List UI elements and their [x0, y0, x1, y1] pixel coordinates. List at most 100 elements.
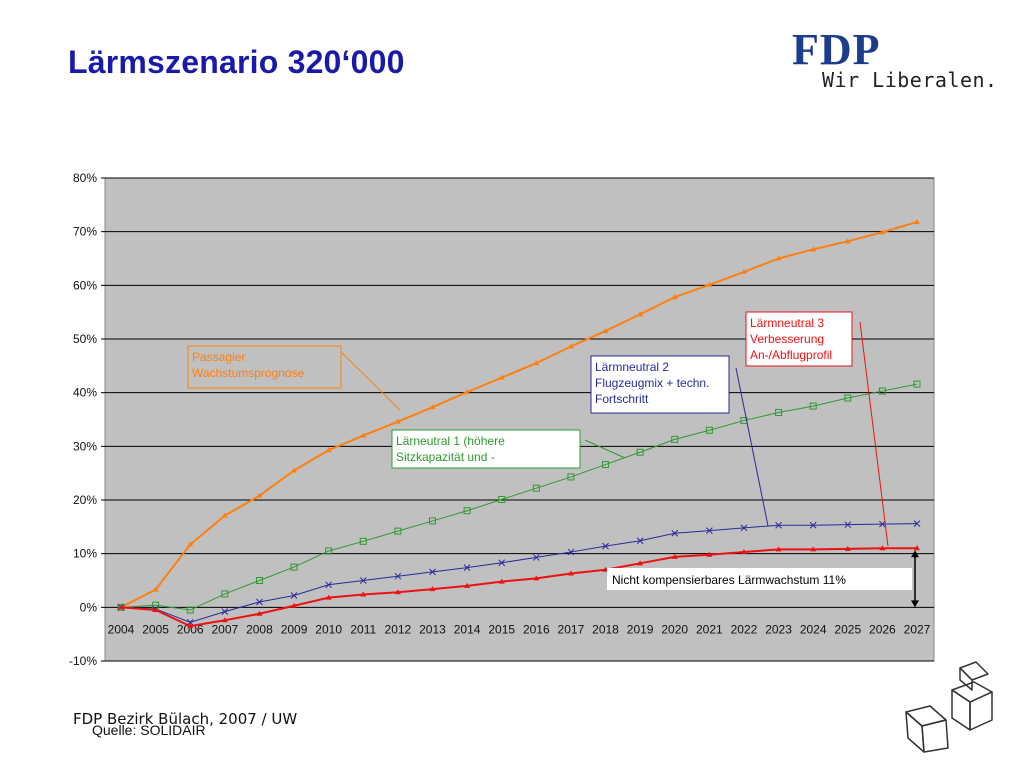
data-point-red — [464, 582, 471, 588]
x-tick-label: 2015 — [488, 622, 515, 636]
callout-leader-green — [584, 439, 626, 459]
fdp-logo: FDP Wir Liberalen. — [780, 24, 1010, 104]
data-point-orange — [879, 229, 886, 235]
data-point-orange — [187, 541, 194, 547]
data-point-orange — [533, 360, 540, 366]
callout-box-orange — [187, 345, 342, 389]
y-tick-label: 30% — [73, 439, 97, 453]
callout-leader-blue — [735, 367, 769, 527]
data-point-orange — [637, 311, 644, 317]
x-tick-label: 2012 — [385, 622, 412, 636]
data-point-blue — [325, 581, 333, 589]
x-tick-label: 2024 — [800, 622, 827, 636]
x-tick-label: 2019 — [627, 622, 654, 636]
data-point-red — [533, 575, 540, 581]
x-tick-label: 2020 — [661, 622, 688, 636]
data-point-orange — [360, 432, 367, 438]
data-point-blue — [532, 554, 540, 561]
data-point-blue — [705, 527, 713, 534]
data-point-orange — [152, 586, 159, 592]
callout-leader-orange — [340, 351, 401, 411]
x-tick-label: 2013 — [419, 622, 446, 636]
data-point-orange — [325, 447, 332, 453]
y-tick-label: 40% — [73, 386, 97, 400]
bracket-label: Nicht kompensierbares Lärmwachstum 11% — [612, 573, 846, 587]
data-point-green — [221, 590, 229, 598]
callout-text-red: Lärmneutral 3 — [750, 316, 824, 330]
data-point-orange — [498, 374, 505, 380]
data-point-green — [844, 394, 852, 402]
data-point-green — [809, 402, 817, 410]
y-tick-label: 80% — [73, 171, 97, 185]
callout-box-green — [391, 429, 581, 469]
series-line-blue — [120, 523, 918, 623]
data-point-blue — [498, 559, 506, 567]
x-tick-label: 2016 — [523, 622, 550, 636]
data-point-orange — [291, 467, 298, 473]
data-point-blue — [809, 521, 817, 529]
data-point-red — [360, 591, 367, 597]
data-point-green — [359, 537, 367, 545]
data-point-green — [532, 484, 540, 492]
data-point-red — [637, 560, 644, 566]
x-tick-label: 2004 — [108, 622, 135, 636]
bracket-label-bg — [607, 568, 912, 590]
x-tick-label: 2026 — [869, 622, 896, 636]
data-point-red — [810, 546, 817, 552]
data-point-orange — [844, 238, 851, 244]
series-line-green — [120, 383, 918, 611]
data-point-blue — [636, 537, 644, 545]
data-point-blue — [844, 521, 852, 529]
x-tick-label: 2009 — [281, 622, 308, 636]
data-point-red — [256, 610, 263, 616]
x-tick-label: 2027 — [904, 622, 931, 636]
data-point-blue — [394, 572, 402, 580]
callout-text-green: Sitzkapazität und - — [396, 450, 495, 464]
data-point-orange — [256, 492, 263, 498]
data-point-orange — [567, 343, 574, 349]
data-point-orange — [429, 404, 436, 410]
data-point-green — [602, 461, 610, 469]
data-point-green — [671, 435, 679, 443]
data-point-red — [429, 586, 436, 592]
y-tick-label: 0% — [80, 600, 98, 614]
data-point-blue — [221, 608, 229, 615]
series-line-red — [120, 547, 917, 628]
data-point-green — [636, 448, 644, 456]
callout-text-orange: Wachstumsprognose — [192, 366, 305, 380]
bracket-arrow-down — [911, 600, 919, 608]
x-tick-label: 2025 — [834, 622, 861, 636]
data-point-red — [879, 545, 886, 551]
data-point-blue — [290, 592, 298, 599]
callout-leader-red — [859, 321, 889, 547]
data-point-green — [463, 507, 471, 515]
data-point-green — [186, 606, 194, 614]
data-point-red — [152, 607, 159, 613]
x-tick-label: 2005 — [142, 622, 169, 636]
data-point-blue — [602, 542, 609, 550]
callout-text-blue: Fortschritt — [595, 392, 649, 406]
data-point-red — [394, 589, 401, 595]
callout-box-blue — [590, 355, 730, 414]
x-tick-label: 2017 — [558, 622, 585, 636]
y-tick-label: 20% — [73, 493, 97, 507]
data-point-red — [706, 551, 713, 557]
footer-org: FDP Bezirk Bülach, 2007 / UW — [73, 710, 298, 728]
data-point-blue — [429, 568, 436, 576]
data-point-red — [914, 545, 920, 551]
y-tick-label: 50% — [73, 332, 97, 346]
x-tick-label: 2007 — [211, 622, 238, 636]
data-point-red — [118, 604, 124, 610]
data-point-green — [290, 563, 298, 571]
series-line-orange — [120, 221, 918, 609]
data-point-green — [428, 517, 436, 525]
data-point-red — [844, 545, 851, 551]
data-point-blue — [463, 564, 471, 571]
data-point-orange — [914, 219, 920, 225]
bracket-arrow-up — [911, 550, 919, 558]
callout-text-red: Verbesserung — [750, 332, 824, 346]
data-point-red — [291, 602, 298, 608]
footer-source: Quelle: SOLIDAIR — [92, 722, 206, 738]
data-point-blue — [879, 520, 886, 528]
